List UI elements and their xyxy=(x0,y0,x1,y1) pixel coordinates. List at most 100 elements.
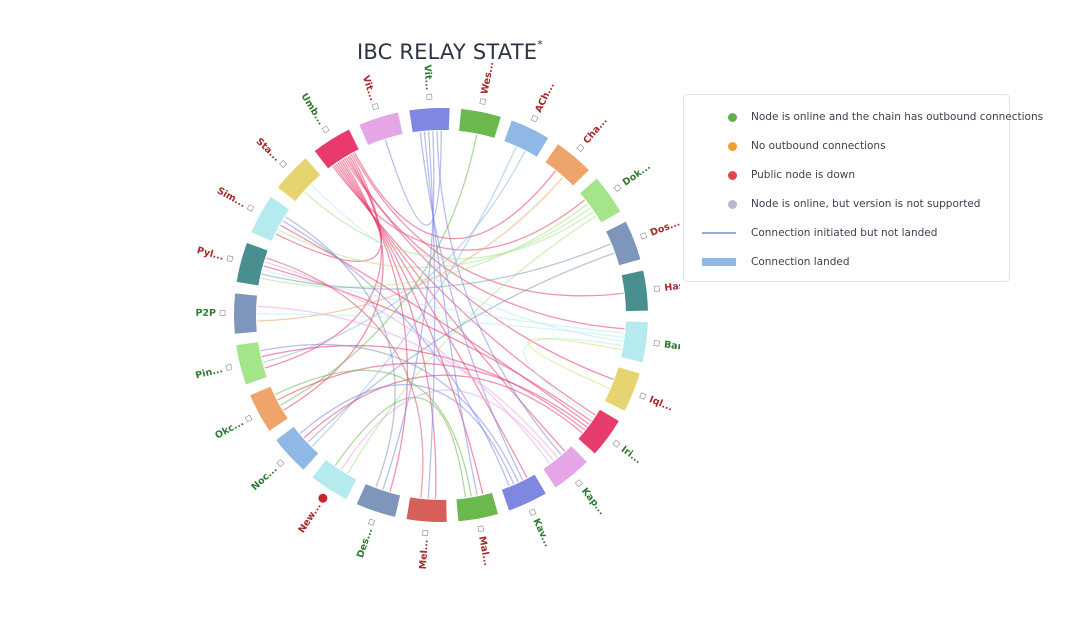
node-label-21[interactable]: Sim... xyxy=(215,185,255,214)
node-label-19[interactable]: P2P xyxy=(195,308,226,319)
connection-ribbon[interactable] xyxy=(310,184,624,343)
node-checkbox-icon[interactable] xyxy=(574,479,583,488)
node-arc-11[interactable] xyxy=(501,474,546,511)
node-checkbox-icon[interactable] xyxy=(612,439,621,448)
node-checkbox-icon[interactable] xyxy=(225,363,233,371)
node-label-11[interactable]: Kav... xyxy=(526,508,553,549)
node-arc-21[interactable] xyxy=(251,196,290,241)
connection-ribbon[interactable] xyxy=(334,396,467,498)
connection-ribbon[interactable] xyxy=(264,261,551,464)
node-arc-2[interactable] xyxy=(504,120,549,157)
connection-ribbon[interactable] xyxy=(337,162,528,478)
node-label-1[interactable]: Wes... xyxy=(477,61,497,105)
node-label-18[interactable]: Pin... xyxy=(194,362,233,382)
connection-ribbon[interactable] xyxy=(283,155,384,411)
connection-ribbon[interactable] xyxy=(354,152,556,240)
node-arc-4[interactable] xyxy=(580,178,621,223)
node-arc-1[interactable] xyxy=(459,108,501,138)
node-arc-13[interactable] xyxy=(406,497,447,522)
node-checkbox-icon[interactable] xyxy=(613,184,622,192)
node-label-3[interactable]: Cha... xyxy=(575,115,610,153)
node-arc-19[interactable] xyxy=(234,293,258,334)
connection-ribbon[interactable] xyxy=(342,159,408,492)
node-arc-20[interactable] xyxy=(236,242,268,286)
node-checkbox-icon[interactable] xyxy=(219,310,226,316)
node-label-24[interactable]: Vit... xyxy=(360,74,381,111)
connection-ribbon[interactable] xyxy=(261,344,586,431)
node-arc-9[interactable] xyxy=(578,409,619,454)
node-checkbox-icon[interactable] xyxy=(422,529,429,536)
node-label-16[interactable]: Noc... xyxy=(249,458,286,493)
node-checkbox-icon[interactable] xyxy=(426,93,433,100)
connection-ribbon[interactable] xyxy=(335,163,566,452)
node-arc-3[interactable] xyxy=(545,144,589,186)
node-checkbox-icon[interactable] xyxy=(530,114,539,123)
node-arc-8[interactable] xyxy=(604,367,640,411)
node-label-7[interactable]: Ban... xyxy=(653,338,680,354)
connection-ribbon[interactable] xyxy=(340,389,554,471)
node-arc-15[interactable] xyxy=(312,459,357,500)
node-arc-22[interactable] xyxy=(277,158,321,202)
node-label-6[interactable]: Has... xyxy=(653,279,680,295)
node-checkbox-icon[interactable] xyxy=(653,285,661,292)
node-label-23[interactable]: Umb... xyxy=(298,91,331,134)
node-checkbox-icon[interactable] xyxy=(226,255,234,263)
node-arc-12[interactable] xyxy=(456,492,499,522)
connection-ribbon[interactable] xyxy=(299,384,515,485)
node-label-25[interactable]: Vit... xyxy=(422,64,435,100)
node-checkbox-icon[interactable] xyxy=(576,144,585,153)
node-arc-14[interactable] xyxy=(356,484,401,517)
node-arc-7[interactable] xyxy=(621,321,648,363)
node-label-8[interactable]: Iql... xyxy=(638,390,674,414)
connection-ribbon[interactable] xyxy=(303,191,594,260)
connection-ribbon[interactable] xyxy=(262,269,625,334)
node-arc-25[interactable] xyxy=(409,107,450,133)
connection-ribbon[interactable] xyxy=(382,131,435,490)
node-label-10[interactable]: Kap... xyxy=(573,478,608,517)
node-label-12[interactable]: Mal... xyxy=(474,525,492,567)
connection-ribbon[interactable] xyxy=(427,131,436,499)
node-checkbox-icon[interactable] xyxy=(639,232,648,240)
connection-ribbon[interactable] xyxy=(257,305,558,459)
connection-ribbon[interactable] xyxy=(423,131,478,496)
node-checkbox-icon[interactable] xyxy=(276,459,285,468)
node-checkbox-icon[interactable] xyxy=(279,159,288,168)
node-label-5[interactable]: Dos... xyxy=(639,217,680,242)
connection-ribbon[interactable] xyxy=(277,362,588,428)
connection-ribbon[interactable] xyxy=(261,243,611,290)
connection-ribbon[interactable] xyxy=(274,369,472,497)
node-label-17[interactable]: Okc... xyxy=(213,413,253,442)
connection-ribbon[interactable] xyxy=(263,265,592,422)
connection-ribbon[interactable] xyxy=(303,374,583,439)
node-label-22[interactable]: Sta... xyxy=(254,136,289,170)
node-arc-10[interactable] xyxy=(543,446,587,488)
node-checkbox-icon[interactable] xyxy=(528,508,537,517)
node-arc-24[interactable] xyxy=(359,112,403,145)
connection-ribbon[interactable] xyxy=(280,224,590,425)
node-checkbox-icon[interactable] xyxy=(367,518,376,526)
node-arc-23[interactable] xyxy=(314,129,359,169)
node-arc-5[interactable] xyxy=(606,221,641,266)
node-checkbox-icon[interactable] xyxy=(479,98,487,105)
node-label-4[interactable]: Dok... xyxy=(613,161,653,194)
node-label-13[interactable]: Mel... xyxy=(418,529,432,570)
connection-ribbon[interactable] xyxy=(282,220,510,487)
node-label-20[interactable]: Pyl... xyxy=(196,245,234,265)
node-checkbox-icon[interactable] xyxy=(477,525,485,533)
node-checkbox-icon[interactable] xyxy=(321,125,330,134)
connection-ribbon[interactable] xyxy=(523,337,623,419)
node-checkbox-icon[interactable] xyxy=(639,392,647,400)
connection-ribbon[interactable] xyxy=(265,257,424,498)
node-checkbox-icon[interactable] xyxy=(244,414,253,423)
node-arc-6[interactable] xyxy=(621,270,648,312)
node-checkbox-icon[interactable] xyxy=(653,340,660,347)
connection-ribbon[interactable] xyxy=(340,160,437,499)
connection-ribbon[interactable] xyxy=(257,176,564,322)
node-label-14[interactable]: Des... xyxy=(355,518,378,559)
connection-ribbon[interactable] xyxy=(307,252,615,443)
connection-ribbon[interactable] xyxy=(338,161,484,495)
node-arc-16[interactable] xyxy=(276,426,319,470)
node-checkbox-icon[interactable] xyxy=(371,102,379,111)
connection-ribbon[interactable] xyxy=(285,216,396,488)
connection-ribbon[interactable] xyxy=(260,343,519,483)
